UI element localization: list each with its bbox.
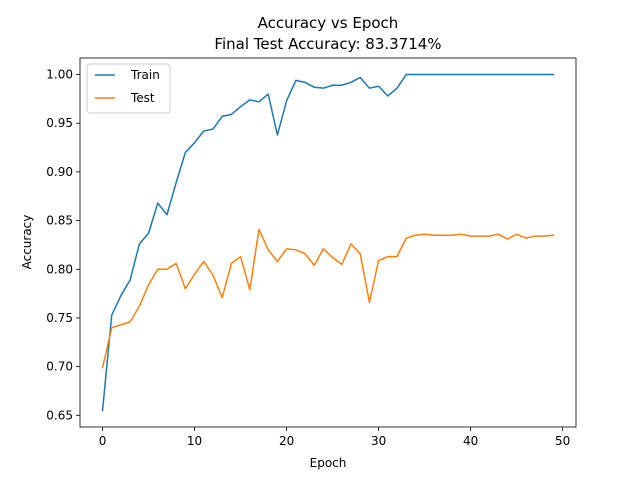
x-tick-label: 20: [279, 434, 294, 448]
chart-title: Accuracy vs Epoch: [258, 14, 399, 32]
y-tick-label: 0.85: [46, 214, 73, 228]
series-line-test: [101, 228, 555, 369]
y-tick-label: 0.80: [46, 262, 73, 276]
y-tick-label: 0.90: [46, 165, 73, 179]
x-tick-label: 30: [371, 434, 386, 448]
y-axis-ticks: 0.65 0.70 0.75 0.80 0.85 0.90 0.95 1.00: [46, 68, 80, 422]
plot-frame: [79, 57, 577, 428]
x-tick-label: 50: [555, 434, 570, 448]
x-axis-ticks: 0 10 20 30 40 50: [99, 427, 570, 448]
y-tick-label: 0.70: [46, 360, 73, 374]
y-tick-label: 0.95: [46, 116, 73, 130]
y-tick-label: 1.00: [46, 68, 73, 82]
legend-train-label: Train: [130, 68, 160, 82]
y-axis-label: Accuracy: [20, 215, 34, 270]
series-line-train: [101, 73, 555, 412]
series-layer: [101, 73, 555, 412]
legend-test-label: Test: [130, 91, 155, 105]
x-tick-label: 0: [99, 434, 107, 448]
x-tick-label: 40: [463, 434, 478, 448]
legend: Train Test: [86, 63, 171, 114]
y-tick-label: 0.75: [46, 311, 73, 325]
legend-box: [86, 63, 171, 114]
y-tick-label: 0.65: [46, 408, 73, 422]
chart-subtitle: Final Test Accuracy: 83.3714%: [214, 35, 441, 53]
x-axis-label: Epoch: [310, 456, 347, 470]
x-tick-label: 10: [187, 434, 202, 448]
